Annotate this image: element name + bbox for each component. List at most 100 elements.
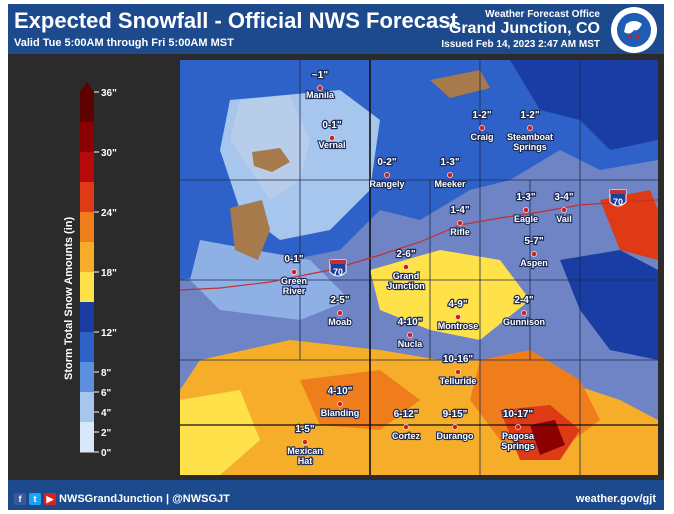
- city-name-label: Aspen: [520, 258, 548, 268]
- legend-tick-label: 0": [101, 448, 112, 459]
- snow-amount-label: 0-1": [322, 120, 341, 131]
- snow-amount-label: 1-3": [516, 192, 535, 203]
- city-name-label: Montrose: [438, 321, 479, 331]
- snow-amount-label: 9-15": [443, 409, 468, 420]
- city-name-label: Cortez: [392, 431, 421, 441]
- city-marker: 4-9" Montrose: [437, 298, 480, 332]
- snow-amount-label: 6-12": [394, 409, 419, 420]
- map-canvas: 70 70 ~1" Manila 0-1" Vernal 0-2" Rangely 1-3"…: [180, 60, 658, 475]
- snow-amount-label: 1-3": [440, 157, 459, 168]
- snow-amount-label: 2-5": [330, 295, 349, 306]
- snow-amount-label: 4-10": [398, 317, 423, 328]
- page-title: Expected Snowfall - Official NWS Forecas…: [14, 8, 458, 33]
- city-name-label: Gunnison: [503, 317, 545, 327]
- snow-amount-label: 1-5": [295, 424, 314, 435]
- city-name-label: Rangely: [369, 179, 404, 189]
- terrain-patch: [252, 148, 290, 172]
- social-footer: f t ▶ NWSGrandJunction | @NWSGJT: [14, 493, 230, 505]
- city-name-label: Springs: [513, 142, 547, 152]
- legend-tick-label: 18": [101, 268, 117, 279]
- city-name-label: Eagle: [514, 214, 538, 224]
- city-marker: 1-3" Meeker: [433, 156, 467, 190]
- city-marker: ~1" Manila: [305, 69, 336, 101]
- office-label: Weather Forecast Office: [485, 9, 600, 20]
- snow-amount-label: 10-17": [503, 409, 534, 420]
- legend-tick-label: 8": [101, 368, 112, 379]
- city-marker: 5-7" Aspen: [519, 235, 549, 269]
- city-marker: 3-4" Vail: [553, 191, 575, 225]
- city-markers: ~1" Manila 0-1" Vernal 0-2" Rangely 1-3" Meeker…: [280, 69, 575, 467]
- youtube-icon[interactable]: ▶: [44, 493, 56, 505]
- city-dot: [329, 135, 335, 141]
- facebook-icon[interactable]: f: [14, 493, 26, 505]
- legend-swatch: [80, 332, 94, 363]
- snowfall-map: 70 70 ~1" Manila 0-1" Vernal 0-2" Rangely 1-3"…: [180, 60, 658, 475]
- snow-amount-label: 2-6": [396, 249, 415, 260]
- snow-legend: 36" 30" 24" 18" 12" 8" 6" 4" 2" 0" Storm Total Sn…: [63, 82, 117, 459]
- city-marker: 2-5" Moab: [327, 294, 353, 328]
- city-name-label: Mexican: [287, 446, 323, 456]
- city-name-label: Vernal: [318, 140, 345, 150]
- city-dot: [523, 207, 529, 213]
- legend-tick-label: 30": [101, 148, 117, 159]
- twitter-icon[interactable]: t: [29, 493, 41, 505]
- legend-tick-label: 6": [101, 388, 112, 399]
- city-dot: [455, 369, 461, 375]
- graphic-frame: Expected Snowfall - Official NWS Forecas…: [8, 4, 664, 510]
- city-name-label: Steamboat: [507, 132, 553, 142]
- snow-amount-label: 1-2": [472, 110, 491, 121]
- city-name-label: Telluride: [440, 376, 477, 386]
- snow-amount-label: 4-10": [328, 386, 353, 397]
- city-dot: [407, 332, 413, 338]
- city-marker: 2-6" GrandJunction: [386, 248, 426, 292]
- city-dot: [403, 424, 409, 430]
- website-link[interactable]: weather.gov/gjt: [575, 493, 656, 505]
- legend-tick-label: 36": [101, 88, 117, 99]
- legend-swatch: [80, 92, 94, 123]
- snow-amount-label: 0-2": [377, 157, 396, 168]
- city-name-label: Vail: [556, 214, 572, 224]
- snow-zone-yellow-2: [180, 390, 260, 475]
- snow-zone-dark-red: [530, 420, 565, 455]
- city-marker: 1-2" Craig: [469, 109, 494, 143]
- city-dot: [317, 85, 323, 91]
- city-marker: 4-10" Nucla: [396, 316, 424, 350]
- legend-arrow: [80, 82, 94, 92]
- city-name-label: Nucla: [398, 339, 424, 349]
- svg-text:70: 70: [333, 267, 343, 277]
- city-marker: 1-3" Eagle: [513, 191, 539, 225]
- legend-swatch: [80, 302, 94, 333]
- city-name-label: Pagosa: [502, 431, 535, 441]
- city-marker: 0-2" Rangely: [368, 156, 405, 190]
- city-dot: [561, 207, 567, 213]
- legend-tick-label: 12": [101, 328, 117, 339]
- snow-zone-dark-blue-2: [560, 250, 658, 360]
- snow-amount-label: 10-16": [443, 354, 474, 365]
- city-dot: [452, 424, 458, 430]
- snow-amount-label: 1-4": [450, 205, 469, 216]
- snow-amount-label: 2-4": [514, 295, 533, 306]
- legend-swatch: [80, 122, 94, 153]
- city-dot: [337, 401, 343, 407]
- city-dot: [337, 310, 343, 316]
- snow-amount-label: 1-2": [520, 110, 539, 121]
- legend-swatch: [80, 272, 94, 303]
- city-name-label: Hat: [298, 456, 313, 466]
- snow-amount-label: 4-9": [448, 299, 467, 310]
- legend-swatch: [80, 242, 94, 273]
- legend-swatch: [80, 212, 94, 243]
- issued-time: Issued Feb 14, 2023 2:47 AM MST: [441, 39, 600, 50]
- city-marker: 4-10" Blanding: [320, 385, 361, 419]
- city-name-label: Green: [281, 276, 307, 286]
- snow-amount-label: 5-7": [524, 236, 543, 247]
- i70-highway: [180, 199, 658, 291]
- snow-amount-label: 0-1": [284, 254, 303, 265]
- city-name-label: Meeker: [434, 179, 466, 189]
- legend-swatch: [80, 152, 94, 183]
- office-city: Grand Junction, CO: [448, 20, 600, 37]
- city-name-label: Grand: [393, 271, 420, 281]
- legend-swatch: [80, 362, 94, 393]
